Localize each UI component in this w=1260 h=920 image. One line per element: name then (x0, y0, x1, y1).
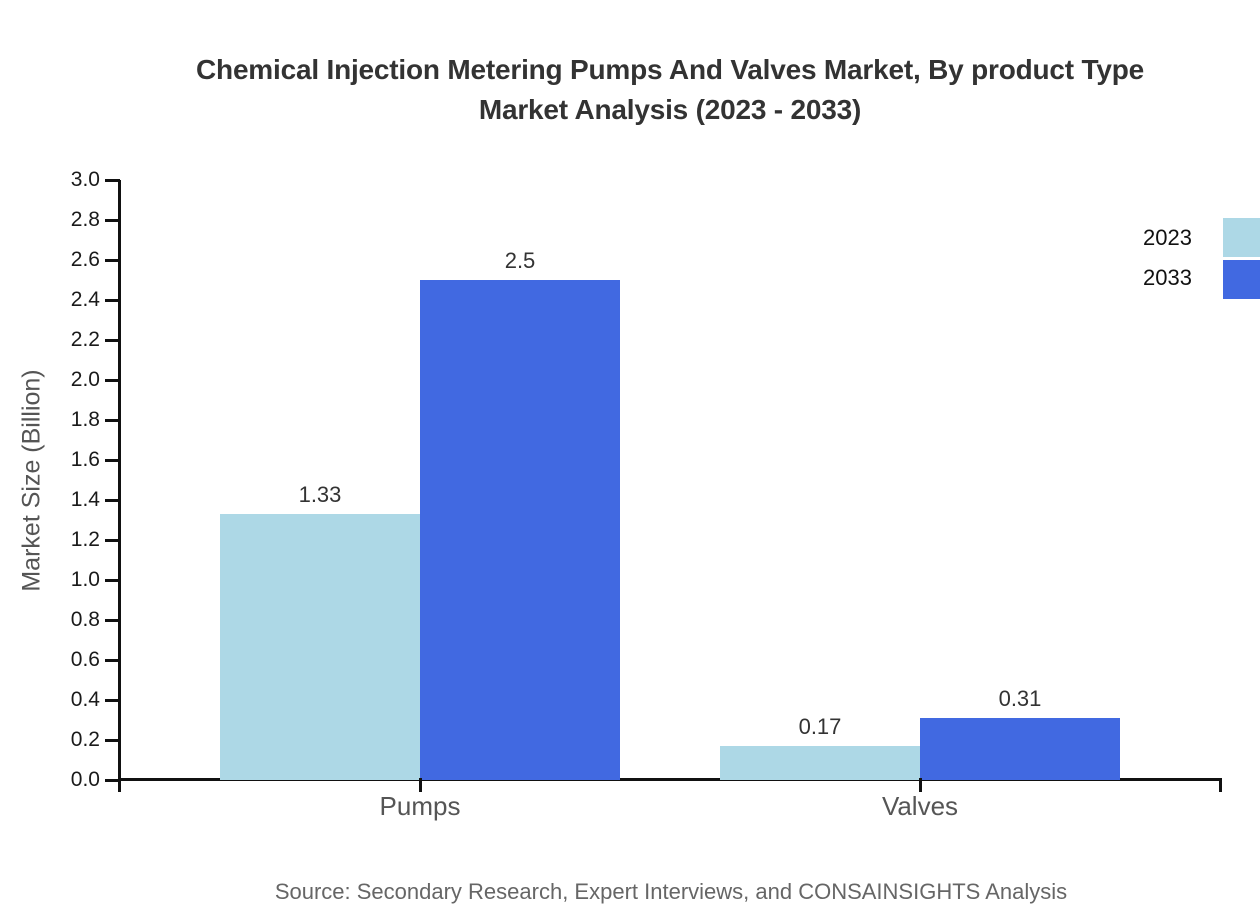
y-tick-label: 3.0 (70, 168, 100, 191)
chart-title-line1: Chemical Injection Metering Pumps And Va… (196, 54, 1144, 85)
y-tick (105, 618, 120, 622)
y-tick-label: 0.2 (70, 728, 100, 751)
y-tick (105, 178, 120, 182)
bar-value-label: 0.17 (798, 714, 842, 739)
y-tick (105, 578, 120, 582)
bar-valves-2033 (920, 718, 1120, 780)
y-tick (105, 378, 120, 382)
legend-label-2023: 2023 (1143, 225, 1192, 250)
y-tick (105, 298, 120, 302)
y-tick-label: 2.6 (70, 248, 100, 271)
source-note: Source: Secondary Research, Expert Inter… (274, 879, 1068, 904)
y-tick (105, 738, 120, 742)
y-tick (105, 418, 120, 422)
y-tick-label: 1.2 (70, 528, 100, 551)
x-axis-line (118, 778, 1222, 781)
y-tick-label: 2.2 (70, 328, 100, 351)
x-tick (418, 778, 422, 792)
y-tick (105, 698, 120, 702)
y-tick (105, 458, 120, 462)
y-tick-label: 0.0 (70, 768, 100, 791)
bar-valves-2023 (720, 746, 920, 780)
legend-swatch-2023 (1223, 218, 1260, 257)
legend-swatch-2033 (1223, 260, 1260, 299)
bar-value-label: 2.5 (504, 248, 536, 273)
y-tick-label: 1.0 (70, 568, 100, 591)
y-tick (105, 778, 120, 782)
y-tick (105, 258, 120, 262)
y-tick (105, 658, 120, 662)
category-label-valves: Valves (881, 791, 959, 821)
x-tick (918, 778, 922, 792)
y-tick-label: 1.8 (70, 408, 100, 431)
y-tick (105, 338, 120, 342)
y-tick-label: 2.0 (70, 368, 100, 391)
bar-value-label: 1.33 (298, 482, 342, 507)
x-axis-end-tick (1219, 778, 1222, 792)
y-tick-label: 1.4 (70, 488, 100, 511)
y-tick-label: 2.8 (70, 208, 100, 231)
category-label-pumps: Pumps (379, 791, 461, 821)
bar-pumps-2023 (220, 514, 420, 780)
y-tick (105, 538, 120, 542)
bar-pumps-2033 (420, 280, 620, 780)
y-tick-label: 0.8 (70, 608, 100, 631)
chart-title: Chemical Injection Metering Pumps And Va… (90, 50, 1250, 130)
y-axis-line (118, 180, 121, 792)
y-tick (105, 498, 120, 502)
legend-label-2033: 2033 (1143, 265, 1192, 290)
y-tick-label: 2.4 (70, 288, 100, 311)
y-tick (105, 218, 120, 222)
chart-title-line2: Market Analysis (2023 - 2033) (478, 94, 862, 125)
y-tick-label: 1.6 (70, 448, 100, 471)
y-tick-label: 0.4 (70, 688, 100, 711)
y-tick-label: 0.6 (70, 648, 100, 671)
bar-value-label: 0.31 (998, 686, 1042, 711)
y-axis-title-text: Market Size (Billion) (17, 368, 46, 592)
